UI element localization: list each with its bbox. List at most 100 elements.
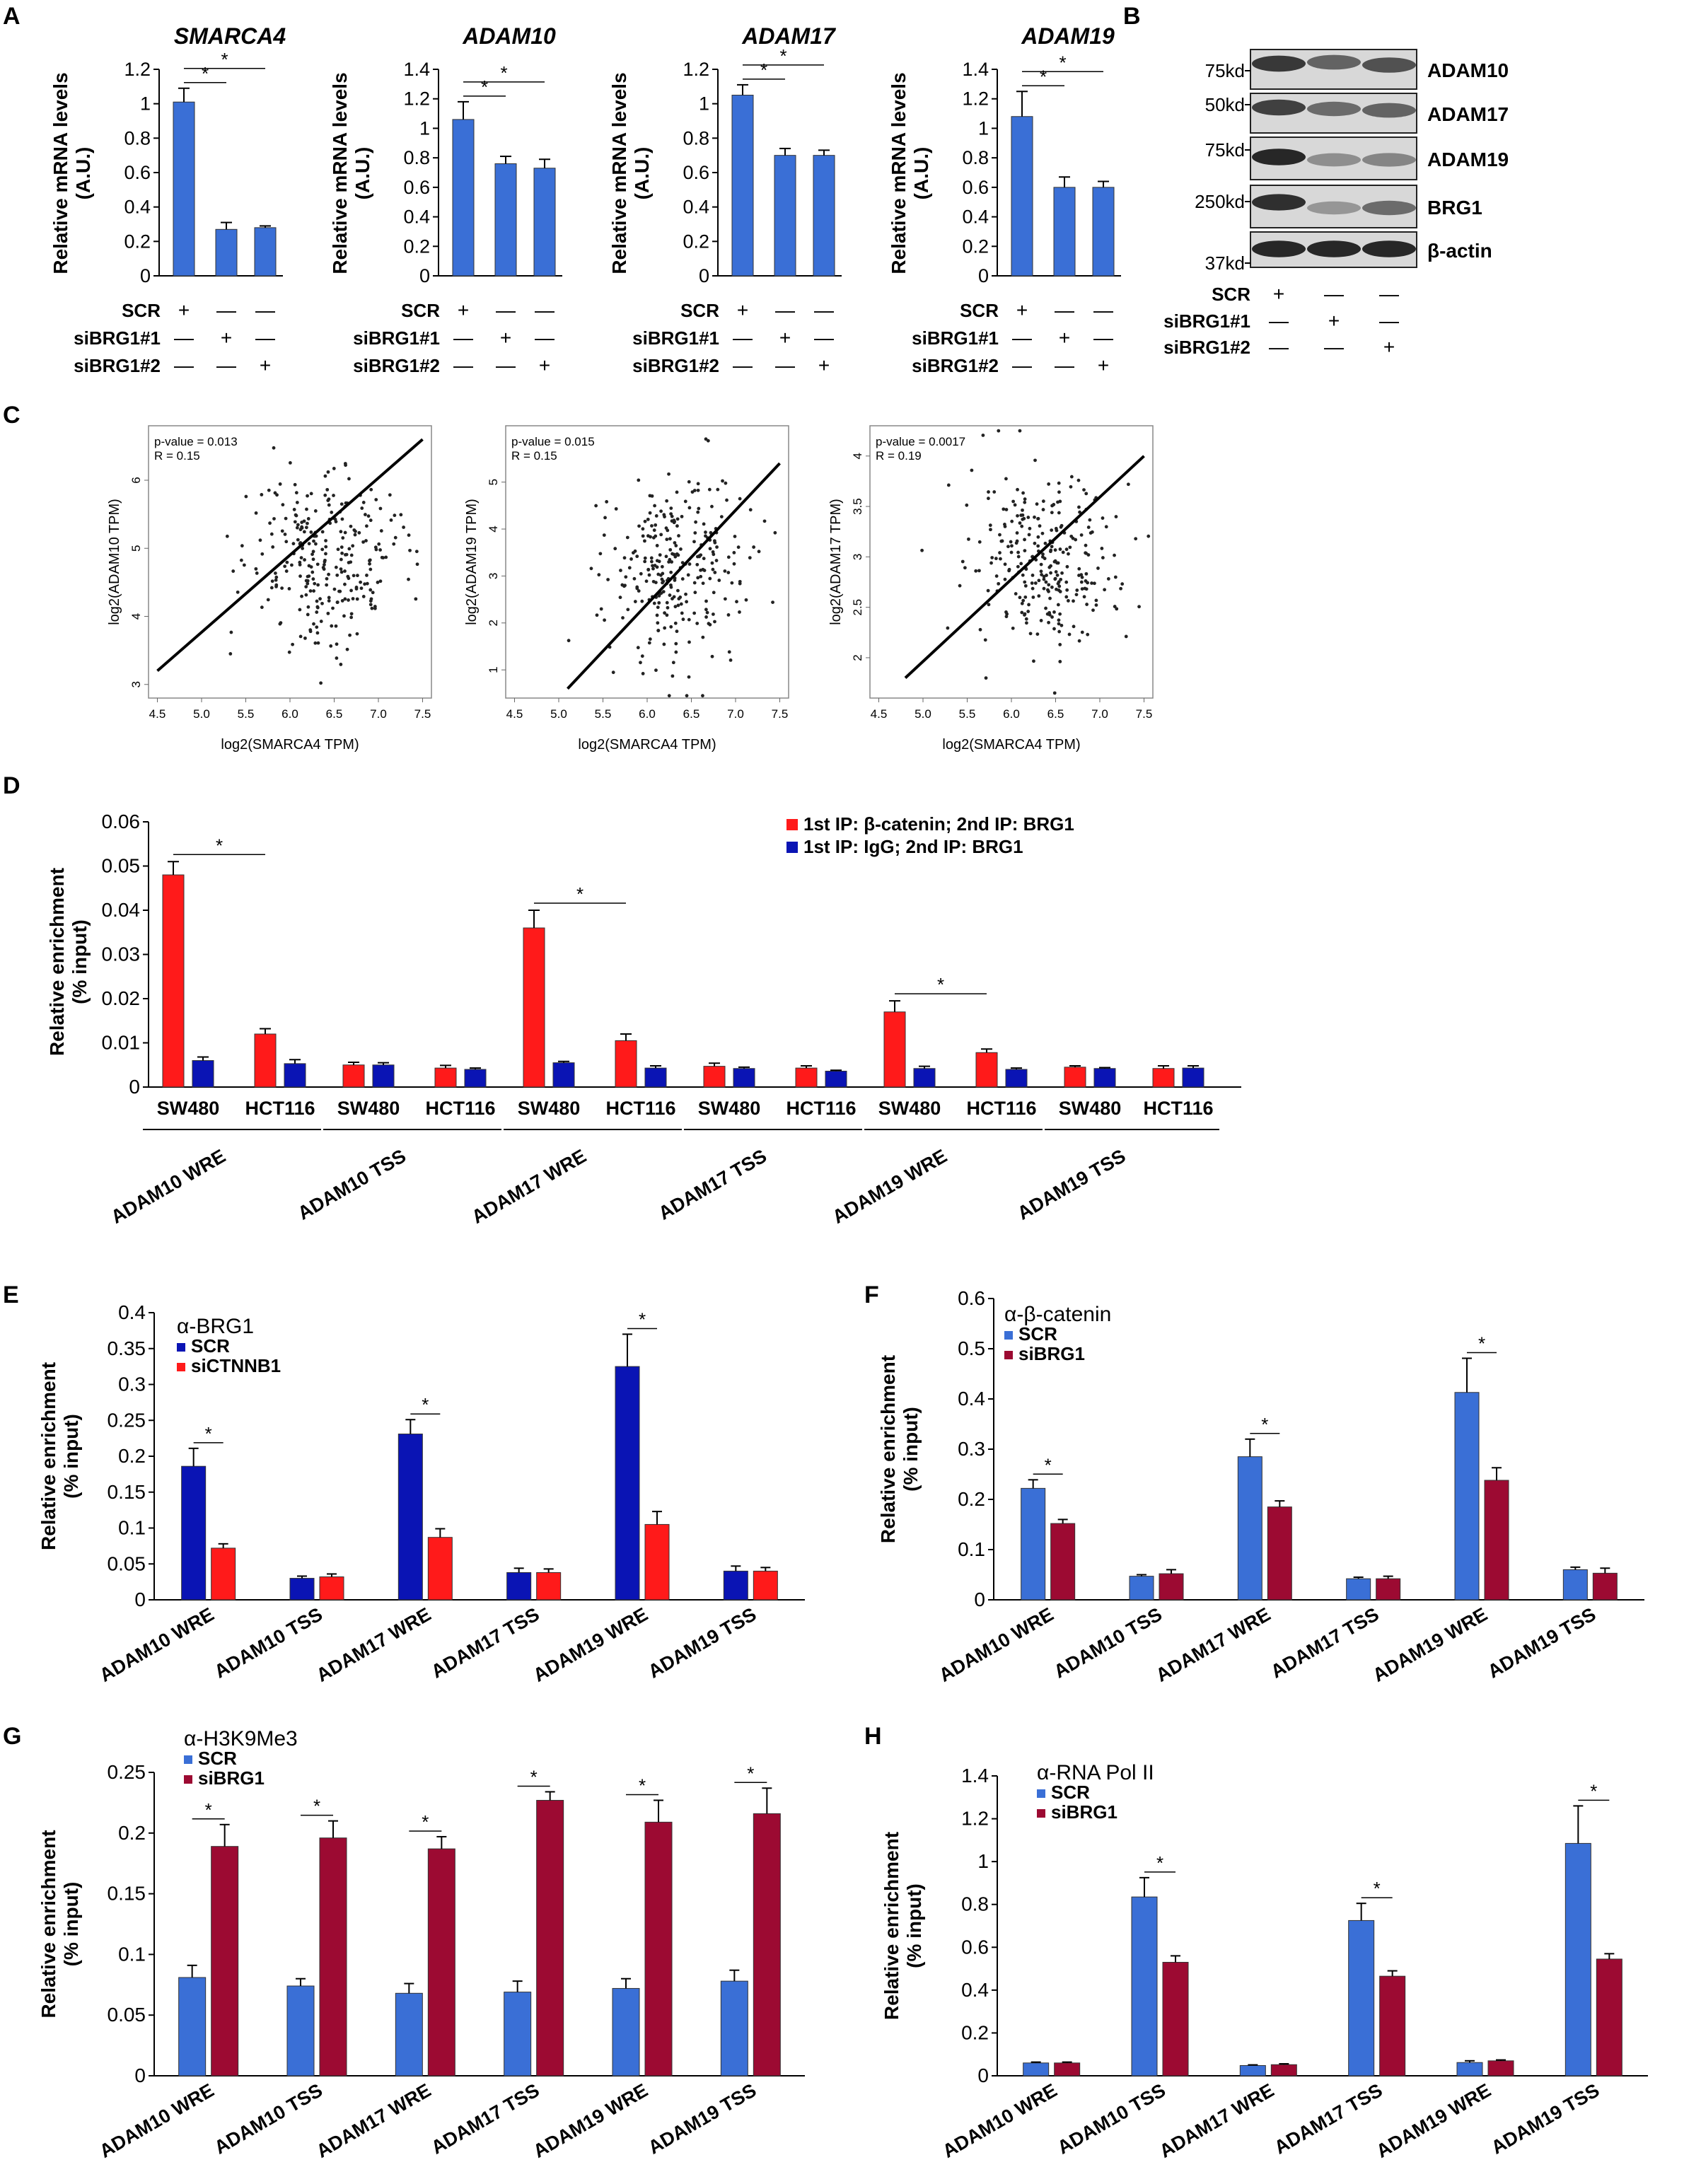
y-tick-label: 0.03 [102, 943, 141, 965]
scatter-point [1075, 588, 1079, 592]
scatter-point [641, 534, 645, 538]
scatter-point [1101, 516, 1105, 520]
scatter-point [1069, 534, 1074, 538]
scatter-point [1043, 541, 1047, 545]
category-label: ADAM19 TSS [644, 2079, 760, 2158]
cell-line-label: SW480 [878, 1098, 941, 1119]
x-tick-label: 6.0 [639, 707, 656, 721]
scatter-point [364, 539, 368, 542]
legend-title: α-RNA Pol II [1037, 1761, 1154, 1784]
x-tick-label: 7.5 [772, 707, 789, 721]
scatter-point [1021, 517, 1025, 521]
scatter-point [1021, 508, 1024, 512]
panel-label-a: A [3, 3, 21, 30]
scatter-point [304, 585, 308, 589]
bar-igg [913, 1068, 936, 1088]
significance-star: * [1374, 1878, 1381, 1899]
scatter-point [1028, 632, 1033, 636]
scatter-point [1085, 603, 1089, 606]
scatter-point [680, 577, 685, 581]
condition-label: SCR [122, 300, 161, 321]
scatter-point [1101, 556, 1105, 559]
scatter-point [309, 530, 313, 534]
scatter-point [651, 564, 654, 568]
scatter-point [322, 567, 326, 571]
scatter-point [1035, 632, 1040, 637]
scatter-point [280, 529, 284, 533]
condition-label: siBRG1#1 [1163, 310, 1250, 332]
scatter-point [347, 477, 351, 481]
scatter-point [1030, 581, 1034, 585]
scatter-point [650, 494, 654, 498]
condition-label: siBRG1#1 [353, 327, 440, 349]
scatter-point [695, 622, 699, 625]
scatter-point [1039, 562, 1043, 567]
scatter-point [687, 480, 691, 484]
bar-scr [720, 1980, 748, 2076]
bar-sibrg1 [1162, 1961, 1189, 2076]
blot-label: ADAM19 [1427, 149, 1509, 170]
region-label: ADAM17 WRE [468, 1145, 590, 1228]
bar [254, 227, 277, 277]
scatter-point [298, 634, 303, 639]
significance-star: * [530, 1766, 538, 1787]
scatter-point [1057, 629, 1062, 634]
x-tick-label: 7.0 [1091, 707, 1108, 721]
scatter-point [296, 523, 300, 527]
scatter-point [1018, 596, 1022, 600]
scatter-point [351, 597, 355, 600]
x-tick-label: 6.0 [1003, 707, 1020, 721]
scatter-point [711, 550, 715, 554]
scatter-point [322, 563, 326, 567]
scatter-point [1023, 500, 1027, 504]
scatter-point [692, 581, 697, 585]
bar-beta-catenin [883, 1011, 906, 1088]
scatter-point [669, 583, 673, 587]
y-axis-label-unit: (A.U.) [910, 147, 932, 200]
panel-a-chart-adam19: ADAM19 0 0.2 0.4 0.6 0.8 1 1.2 1.4 * * Relative mRN… [888, 23, 1121, 376]
scatter-point [650, 524, 654, 528]
x-tick-label: 7.5 [414, 707, 431, 721]
scatter-point [748, 508, 753, 512]
scatter-point [1039, 619, 1043, 622]
scatter-point [1064, 595, 1069, 599]
y-tick-label: 0.4 [958, 1388, 985, 1410]
scatter-point [1059, 525, 1063, 529]
scatter-point [1003, 577, 1007, 581]
scatter-point [977, 569, 981, 573]
scatter-point [368, 518, 373, 523]
scatter-point [757, 550, 761, 554]
scatter-point [305, 507, 308, 511]
scatter-point [1115, 607, 1119, 611]
scatter-point [228, 652, 233, 656]
significance-star: * [205, 1423, 212, 1444]
scatter-point [661, 579, 666, 583]
scatter-point [399, 513, 403, 517]
condition-label: siBRG1#2 [353, 355, 440, 376]
y-tick-label: 0 [978, 265, 989, 286]
scatter-point [240, 544, 244, 548]
scatter-point [713, 540, 717, 545]
category-label: ADAM19 TSS [1484, 1603, 1599, 1682]
scatter-point [677, 534, 680, 538]
scatter-point [407, 577, 410, 581]
scatter-point [293, 482, 297, 487]
scatter-point [274, 578, 278, 582]
scatter-point [660, 564, 664, 569]
condition-sign: — [733, 354, 753, 376]
scatter-point [288, 460, 292, 465]
scatter-point [1079, 533, 1084, 537]
y-tick-label: 0.8 [961, 1893, 989, 1915]
scatter-point [325, 583, 329, 587]
scatter-point [633, 600, 637, 603]
scatter-point [278, 482, 282, 486]
y-tick-label: 1.4 [962, 59, 989, 80]
scatter-point [361, 595, 366, 598]
condition-sign: — [216, 354, 236, 376]
y-tick-label: 1.2 [962, 88, 989, 110]
scatter-point [1064, 547, 1069, 552]
scatter-point [704, 608, 708, 612]
scatter-point [990, 556, 994, 559]
scatter-point [374, 547, 378, 552]
bar [173, 101, 195, 277]
